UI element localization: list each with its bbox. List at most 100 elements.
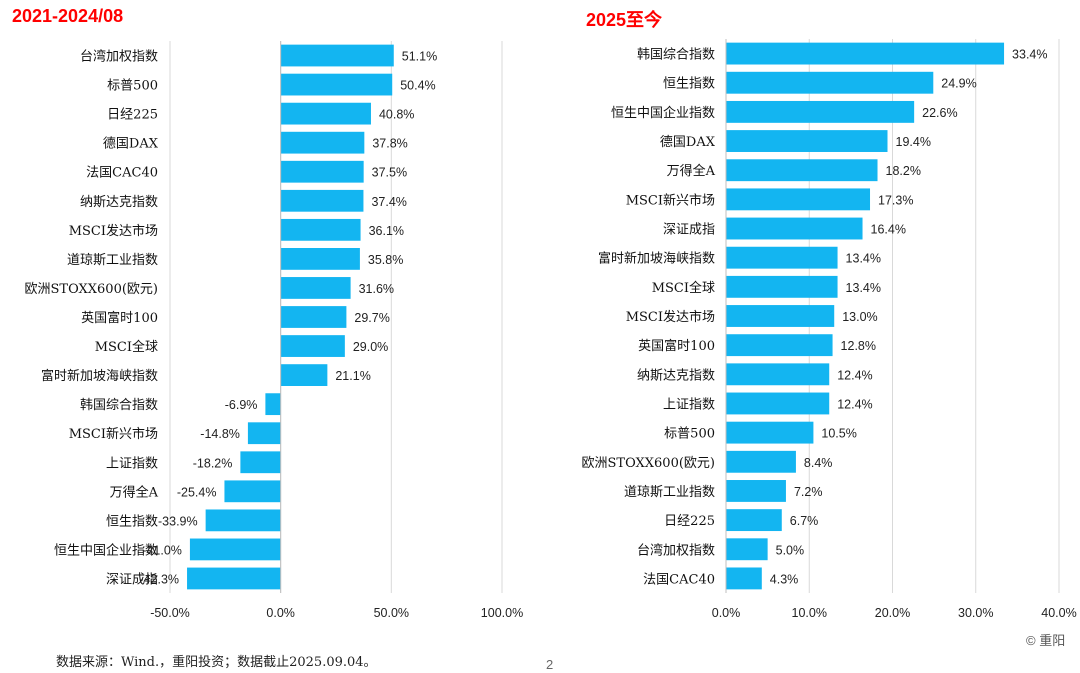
left-bar — [280, 131, 365, 154]
right-category-label: 万得全A — [667, 163, 716, 179]
left-bar — [224, 480, 281, 503]
left-value-label: -14.8% — [200, 427, 240, 441]
left-value-label: 37.8% — [372, 137, 407, 151]
right-value-label: 10.5% — [821, 427, 856, 441]
right-category-label: 上证指数 — [663, 397, 715, 412]
right-value-label: 17.3% — [878, 193, 913, 207]
right-category-label: 纳斯达克指数 — [637, 368, 715, 383]
left-category-label: 道琼斯工业指数 — [67, 253, 158, 268]
right-bar — [726, 392, 830, 415]
left-bar — [265, 393, 281, 416]
left-category-label: 法国CAC40 — [86, 166, 158, 181]
left-value-label: -25.4% — [177, 485, 217, 499]
right-category-label: 深证成指 — [663, 223, 715, 238]
right-bar — [726, 42, 1005, 65]
left-bar — [189, 538, 281, 561]
right-bar — [726, 159, 878, 182]
right-x-tick-label: 0.0% — [712, 606, 741, 620]
left-bar — [280, 189, 364, 212]
right-category-label: 恒生中国企业指数 — [611, 105, 715, 121]
left-bar — [280, 73, 393, 96]
right-category-label: 法国CAC40 — [643, 572, 715, 587]
left-x-tick-label: 100.0% — [481, 606, 523, 620]
left-bar — [240, 451, 281, 474]
right-value-label: 18.2% — [886, 164, 921, 178]
left-value-label: -6.9% — [225, 398, 258, 412]
right-bar — [726, 538, 768, 561]
left-category-label: MSCI发达市场 — [69, 223, 158, 239]
right-category-label: 韩国综合指数 — [637, 48, 715, 63]
right-bar — [726, 421, 814, 444]
left-value-label: 40.8% — [379, 108, 414, 122]
right-x-tick-label: 40.0% — [1041, 606, 1076, 620]
left-category-label: 上证指数 — [106, 456, 158, 471]
left-category-label: 日经225 — [107, 108, 158, 123]
right-bar — [726, 305, 835, 327]
left-x-tick-label: -50.0% — [150, 606, 190, 620]
right-bar — [726, 363, 830, 386]
right-category-label: MSCI全球 — [652, 280, 715, 296]
right-bar — [726, 217, 863, 240]
left-bar — [280, 160, 364, 183]
right-bar — [726, 275, 838, 298]
left-category-label: 万得全A — [110, 484, 159, 500]
left-category-label: 德国DAX — [103, 137, 159, 152]
right-x-tick-label: 30.0% — [958, 606, 993, 620]
right-value-label: 8.4% — [804, 456, 833, 470]
right-value-label: 19.4% — [896, 135, 931, 149]
left-category-label: MSCI全球 — [95, 339, 158, 355]
right-bar — [726, 246, 838, 269]
left-category-label: 台湾加权指数 — [80, 49, 158, 65]
right-value-label: 33.4% — [1012, 48, 1047, 62]
left-category-label: 恒生中国企业指数 — [54, 542, 158, 558]
right-bar — [726, 188, 871, 211]
right-value-label: 13.4% — [846, 281, 881, 295]
right-value-label: 5.0% — [776, 543, 805, 557]
left-chart-title: 2021-2024/08 — [12, 6, 124, 26]
left-bar — [280, 364, 328, 386]
left-bar — [280, 102, 371, 125]
left-category-label: 韩国综合指数 — [80, 398, 158, 413]
right-value-label: 13.0% — [842, 310, 877, 324]
left-value-label: -18.2% — [193, 456, 233, 470]
right-category-label: 英国富时100 — [638, 338, 715, 354]
right-bar — [726, 130, 888, 152]
left-value-label: 21.1% — [335, 369, 370, 383]
left-value-label: 50.4% — [400, 79, 435, 93]
left-value-label: 29.7% — [354, 311, 389, 325]
right-category-label: 富时新加坡海峡指数 — [598, 251, 715, 267]
left-category-label: 标普500 — [107, 79, 158, 94]
left-category-label: 恒生指数 — [106, 514, 158, 529]
left-category-label: 欧洲STOXX600(欧元) — [25, 282, 158, 297]
left-category-label: 英国富时100 — [81, 310, 158, 326]
left-value-label: 31.6% — [359, 282, 394, 296]
right-value-label: 4.3% — [770, 572, 799, 586]
right-category-label: 欧洲STOXX600(欧元) — [582, 456, 715, 471]
left-category-label: MSCI新兴市场 — [69, 426, 158, 442]
right-value-label: 12.8% — [841, 339, 876, 353]
left-bar — [280, 277, 351, 299]
left-bar — [205, 509, 281, 532]
right-value-label: 6.7% — [790, 514, 819, 528]
right-value-label: 12.4% — [837, 368, 872, 382]
right-bar — [726, 567, 762, 590]
right-value-label: 16.4% — [871, 223, 906, 237]
right-bar — [726, 100, 915, 123]
right-category-label: 道琼斯工业指数 — [624, 485, 715, 500]
page-number: 2 — [546, 657, 554, 672]
left-bar — [187, 567, 281, 590]
right-category-label: 标普500 — [664, 427, 715, 442]
right-value-label: 7.2% — [794, 485, 823, 499]
data-source-note: 数据来源：Wind.，重阳投资；数据截止2025.09.04。 — [56, 655, 377, 670]
left-value-label: 37.4% — [371, 195, 406, 209]
left-value-label: 37.5% — [372, 166, 407, 180]
left-bar-chart: -50.0% 0.0% 50.0% 100.0% 台湾加权指数 51.1% 标普500 50.… — [25, 41, 523, 620]
left-bar — [280, 306, 347, 328]
right-category-label: 恒生指数 — [663, 77, 715, 92]
left-value-label: -41.0% — [142, 543, 182, 557]
left-x-tick-label: 0.0% — [266, 606, 295, 620]
left-x-tick-label: 50.0% — [374, 606, 409, 620]
left-value-label: -33.9% — [158, 514, 198, 528]
right-x-tick-label: 10.0% — [792, 606, 827, 620]
